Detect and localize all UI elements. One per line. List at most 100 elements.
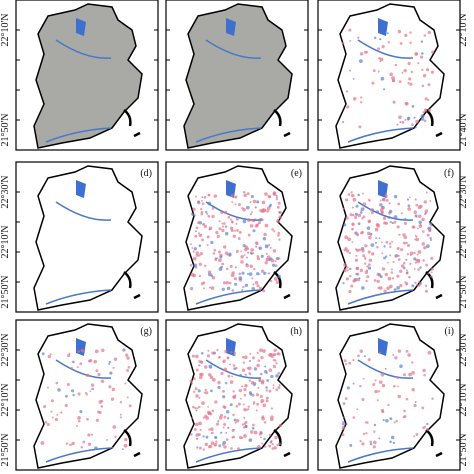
change-pixel xyxy=(210,441,215,445)
water-body xyxy=(76,18,86,36)
change-pixel xyxy=(404,217,407,220)
change-pixel xyxy=(411,387,415,392)
change-pixel xyxy=(414,261,417,264)
change-pixel xyxy=(375,210,380,214)
change-pixel xyxy=(197,221,201,225)
change-pixel xyxy=(429,200,432,202)
change-pixel xyxy=(207,201,212,206)
change-pixel xyxy=(394,63,398,67)
panel-label: (d) xyxy=(140,168,152,179)
change-pixel xyxy=(234,421,237,424)
change-pixel xyxy=(398,80,402,84)
change-pixel xyxy=(202,435,205,438)
change-pixel xyxy=(127,366,131,369)
change-pixel xyxy=(396,376,400,380)
change-pixel xyxy=(373,423,377,427)
change-pixel xyxy=(422,110,426,114)
change-pixel xyxy=(349,213,353,217)
change-pixel xyxy=(237,402,241,406)
change-pixel xyxy=(202,448,205,451)
change-pixel xyxy=(426,233,430,237)
change-pixel xyxy=(411,105,415,108)
change-pixel xyxy=(417,62,420,65)
change-pixel xyxy=(195,409,198,412)
change-pixel xyxy=(199,252,203,256)
change-pixel xyxy=(400,264,405,268)
change-pixel xyxy=(257,359,261,362)
change-pixel xyxy=(218,220,221,222)
change-pixel xyxy=(387,403,390,407)
change-pixel xyxy=(413,435,416,438)
coast-islands xyxy=(273,271,291,300)
change-pixel xyxy=(344,397,348,401)
change-pixel xyxy=(71,441,75,446)
change-pixel xyxy=(263,437,266,441)
change-pixel xyxy=(235,217,239,221)
change-pixel xyxy=(240,260,244,264)
change-pixel xyxy=(244,283,249,288)
change-pixel xyxy=(343,248,347,252)
change-pixel xyxy=(60,411,63,414)
change-pixel xyxy=(77,392,81,396)
change-pixel xyxy=(264,223,269,228)
change-pixel xyxy=(271,263,276,267)
change-pixel xyxy=(272,384,275,387)
change-pixel xyxy=(208,226,213,231)
change-pixel xyxy=(348,28,352,32)
change-pixel xyxy=(242,355,245,359)
change-pixel xyxy=(374,379,377,382)
change-pixel xyxy=(364,421,368,424)
change-pixel xyxy=(253,367,258,371)
change-pixel xyxy=(256,284,260,288)
change-pixel xyxy=(380,76,385,81)
change-pixel xyxy=(357,36,360,39)
change-pixel xyxy=(195,437,199,440)
change-pixel xyxy=(225,409,230,414)
change-pixel xyxy=(352,279,356,283)
change-pixel xyxy=(253,430,258,435)
change-pixel xyxy=(244,355,248,360)
change-pixel xyxy=(278,423,283,428)
change-pixel xyxy=(416,283,419,286)
change-pixel xyxy=(235,366,238,370)
change-pixel xyxy=(262,349,266,353)
change-pixel xyxy=(388,209,393,214)
change-pixel xyxy=(43,405,47,409)
change-pixel xyxy=(407,204,411,208)
change-pixel xyxy=(212,252,216,255)
change-pixel xyxy=(217,380,221,385)
change-pixel xyxy=(210,431,214,435)
change-pixel xyxy=(123,443,128,448)
change-pixel xyxy=(397,258,401,261)
change-pixel xyxy=(217,250,221,254)
change-pixel xyxy=(399,121,402,124)
change-pixel xyxy=(252,423,255,427)
change-pixel xyxy=(233,418,237,422)
change-pixel xyxy=(225,431,228,434)
change-pixel xyxy=(273,446,277,450)
change-pixel xyxy=(222,395,226,399)
change-pixel xyxy=(389,254,392,257)
change-pixel xyxy=(246,272,249,275)
change-pixel xyxy=(209,444,213,448)
change-pixel xyxy=(241,368,246,372)
change-pixel xyxy=(376,399,379,402)
change-pixel xyxy=(408,196,411,199)
change-pixel xyxy=(396,286,400,290)
change-pixel xyxy=(393,288,397,292)
change-pixel xyxy=(399,269,403,273)
change-pixel xyxy=(391,240,394,243)
change-pixel xyxy=(427,83,431,87)
change-pixel xyxy=(110,397,115,401)
change-pixel xyxy=(366,275,370,279)
change-pixel xyxy=(221,222,224,225)
change-pixel xyxy=(430,256,434,260)
change-pixel xyxy=(345,266,349,269)
change-pixel xyxy=(230,193,234,198)
change-pixel xyxy=(394,356,398,360)
change-pixel xyxy=(376,279,380,283)
change-pixel xyxy=(248,272,253,276)
change-pixel xyxy=(245,205,250,210)
change-pixel xyxy=(205,391,209,395)
change-pixel xyxy=(345,216,349,220)
